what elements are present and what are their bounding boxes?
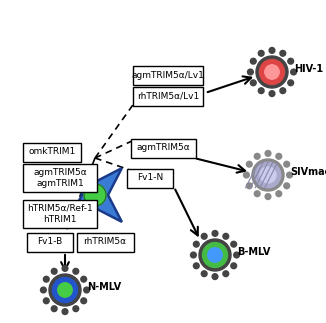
Circle shape (81, 276, 87, 282)
FancyBboxPatch shape (133, 66, 203, 85)
Circle shape (73, 306, 79, 312)
Circle shape (202, 243, 228, 267)
Circle shape (255, 162, 281, 188)
Circle shape (287, 172, 292, 178)
Circle shape (201, 271, 207, 276)
Circle shape (49, 274, 81, 306)
Circle shape (256, 56, 288, 88)
Text: agmTRIM5α: agmTRIM5α (136, 143, 190, 152)
Circle shape (193, 241, 199, 247)
Text: hTRIM5α/Ref-1
hTRIM1: hTRIM5α/Ref-1 hTRIM1 (27, 204, 93, 224)
Circle shape (250, 80, 256, 86)
Circle shape (73, 268, 79, 274)
Circle shape (43, 276, 49, 282)
Circle shape (269, 91, 275, 97)
FancyBboxPatch shape (127, 169, 173, 187)
Circle shape (258, 50, 264, 56)
FancyBboxPatch shape (27, 233, 73, 252)
Text: agmTRIM5α
agmTRIM1: agmTRIM5α agmTRIM1 (33, 168, 87, 188)
FancyBboxPatch shape (77, 233, 134, 252)
Circle shape (40, 287, 46, 293)
Circle shape (223, 234, 229, 239)
Text: HIV-1: HIV-1 (294, 64, 323, 74)
Circle shape (84, 287, 89, 293)
Circle shape (201, 234, 207, 239)
Circle shape (291, 69, 296, 75)
Circle shape (231, 263, 237, 269)
Text: Fv1-B: Fv1-B (37, 237, 63, 246)
Text: rhTRIM5α: rhTRIM5α (83, 237, 126, 246)
Circle shape (52, 277, 78, 302)
Circle shape (58, 283, 72, 297)
Circle shape (246, 183, 252, 189)
Circle shape (62, 309, 68, 315)
Circle shape (258, 88, 264, 94)
Circle shape (284, 161, 289, 167)
Circle shape (190, 252, 196, 258)
Text: rhTRIM5α/Lv1: rhTRIM5α/Lv1 (137, 91, 199, 100)
Circle shape (43, 298, 49, 304)
Circle shape (288, 58, 294, 64)
Circle shape (247, 69, 253, 75)
Circle shape (246, 161, 252, 167)
Text: N-MLV: N-MLV (87, 282, 121, 292)
Circle shape (259, 59, 285, 85)
Circle shape (269, 47, 275, 53)
Circle shape (276, 191, 282, 197)
Text: agmTRIM5α/Lv1: agmTRIM5α/Lv1 (132, 70, 204, 79)
Circle shape (254, 153, 260, 159)
Circle shape (260, 167, 276, 183)
Circle shape (84, 184, 106, 206)
Circle shape (51, 268, 57, 274)
Polygon shape (68, 168, 122, 222)
Text: SIVmac: SIVmac (290, 167, 326, 177)
Text: omkTRIM1: omkTRIM1 (28, 148, 76, 157)
Circle shape (223, 271, 229, 276)
Circle shape (81, 298, 87, 304)
Text: Fv1-N: Fv1-N (137, 173, 163, 182)
FancyBboxPatch shape (23, 142, 81, 162)
Text: B-MLV: B-MLV (237, 247, 270, 257)
Circle shape (212, 231, 218, 236)
Circle shape (250, 58, 256, 64)
Circle shape (280, 88, 286, 94)
Circle shape (193, 263, 199, 269)
Circle shape (280, 50, 286, 56)
Circle shape (208, 248, 222, 262)
Circle shape (51, 306, 57, 312)
Circle shape (284, 183, 289, 189)
Circle shape (276, 153, 282, 159)
Circle shape (265, 65, 279, 79)
Circle shape (265, 194, 271, 200)
Circle shape (234, 252, 240, 258)
Circle shape (212, 274, 218, 279)
FancyBboxPatch shape (130, 139, 196, 158)
Circle shape (199, 239, 231, 271)
FancyBboxPatch shape (23, 164, 97, 192)
Circle shape (231, 241, 237, 247)
Circle shape (254, 191, 260, 197)
Circle shape (62, 266, 68, 271)
Circle shape (288, 80, 294, 86)
Circle shape (265, 151, 271, 156)
Circle shape (252, 159, 284, 191)
FancyBboxPatch shape (133, 87, 203, 106)
Circle shape (244, 172, 249, 178)
FancyBboxPatch shape (23, 200, 97, 228)
